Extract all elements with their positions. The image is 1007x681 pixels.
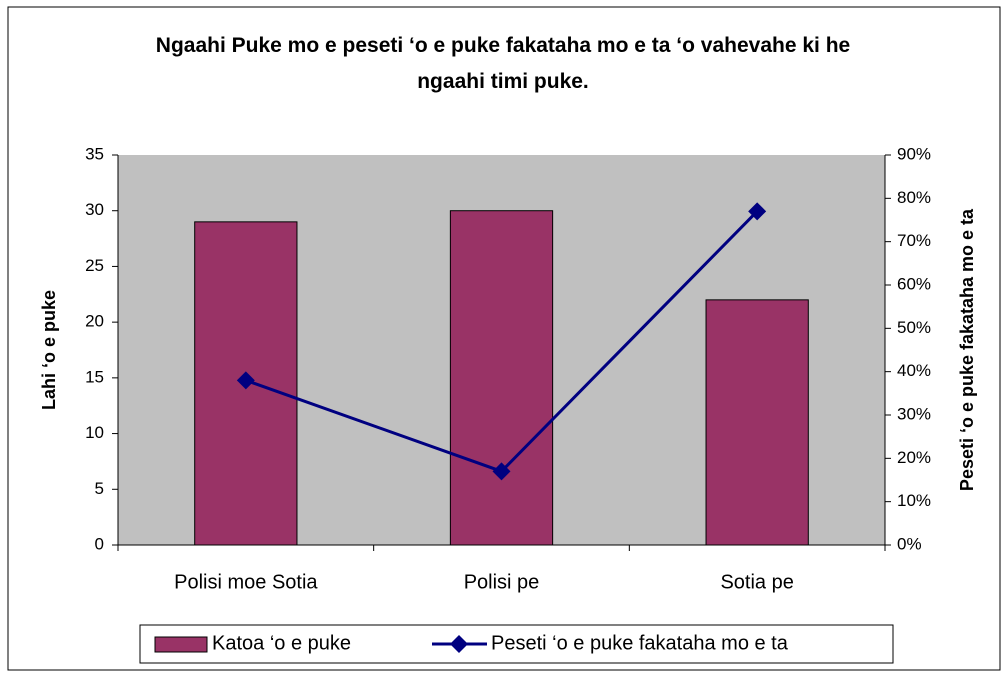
y-axis-label: Lahi ‘o e puke: [39, 290, 59, 410]
line-marker: [492, 462, 511, 481]
legend-label: Peseti ‘o e puke fakataha mo e ta: [491, 632, 789, 654]
chart-title: Ngaahi Puke mo e peseti ‘o e puke fakata…: [155, 34, 851, 93]
y-tick-label: 35: [85, 144, 104, 163]
y2-tick-label: 0%: [897, 534, 922, 553]
x-tick-label: Polisi pe: [464, 571, 540, 593]
x-tick-label: Polisi moe Sotia: [174, 571, 318, 593]
y-tick-label: 5: [95, 479, 104, 498]
legend-swatch: [154, 636, 208, 653]
x-tick-label: Sotia pe: [720, 571, 793, 593]
line-marker: [236, 371, 255, 390]
line-marker: [748, 202, 767, 221]
y2-tick-label: 50%: [897, 318, 931, 337]
title-box: Ngaahi Puke mo e peseti ‘o e puke fakata…: [155, 34, 851, 93]
y2-tick-label: 10%: [897, 491, 931, 510]
y2-tick-label: 20%: [897, 448, 931, 467]
legend-marker: [450, 635, 468, 653]
y2-tick-label: 80%: [897, 188, 931, 207]
y2-axis-label: Peseti ‘o e puke fakataha mo e ta: [957, 208, 977, 491]
y-tick-label: 30: [85, 200, 104, 219]
legend-label: Katoa ‘o e puke: [212, 632, 351, 654]
bar: [449, 210, 554, 546]
bar: [705, 299, 809, 546]
y2-tick-label: 90%: [897, 144, 931, 163]
y-tick-label: 20: [85, 312, 104, 331]
y2-tick-label: 40%: [897, 361, 931, 380]
y-tick-label: 25: [85, 256, 104, 275]
y2-tick-label: 70%: [897, 231, 931, 250]
y-tick-label: 10: [85, 423, 104, 442]
y-tick-label: 15: [85, 367, 104, 386]
legend-box: [139, 624, 894, 664]
y-tick-label: 0: [95, 534, 104, 553]
y2-tick-label: 60%: [897, 274, 931, 293]
y2-tick-label: 30%: [897, 404, 931, 423]
